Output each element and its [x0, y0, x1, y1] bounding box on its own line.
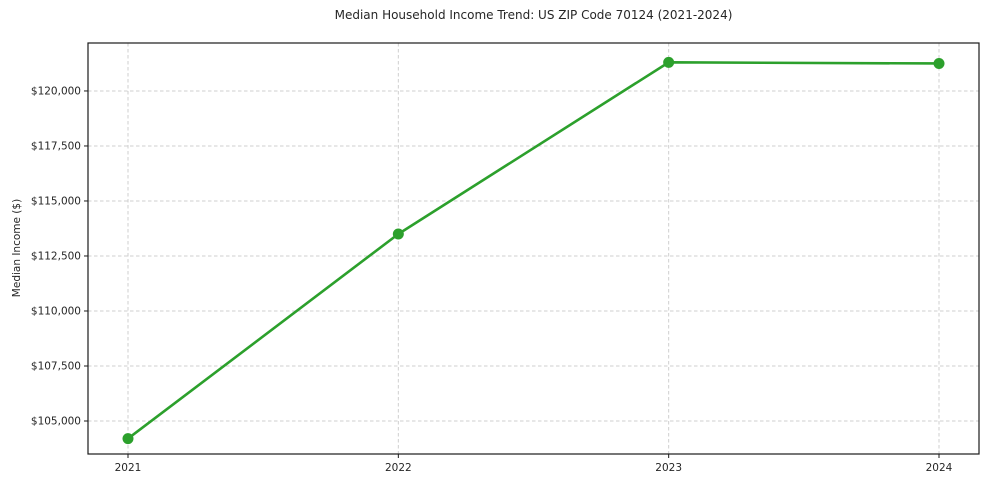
- axes-frame: [87, 42, 980, 455]
- y-tick-label: $120,000: [31, 85, 81, 97]
- y-tick-label: $112,500: [31, 250, 81, 262]
- x-tick-label: 2021: [115, 462, 142, 474]
- data-point-2024: [933, 57, 945, 69]
- y-tick-label: $117,500: [31, 140, 81, 152]
- x-tick-label: 2024: [926, 462, 953, 474]
- data-point-2022: [392, 228, 404, 240]
- chart-title: Median Household Income Trend: US ZIP Co…: [334, 8, 733, 22]
- data-line-median-household-income: [126, 61, 941, 440]
- data-point-2023: [663, 56, 675, 68]
- x-tick-label: 2023: [655, 462, 682, 474]
- y-tick-label: $105,000: [31, 415, 81, 427]
- y-tick-label: $110,000: [31, 305, 81, 317]
- x-tick-label: 2022: [385, 462, 412, 474]
- data-point-2021: [122, 433, 134, 445]
- y-tick-label: $107,500: [31, 360, 81, 372]
- y-tick-label: $115,000: [31, 195, 81, 207]
